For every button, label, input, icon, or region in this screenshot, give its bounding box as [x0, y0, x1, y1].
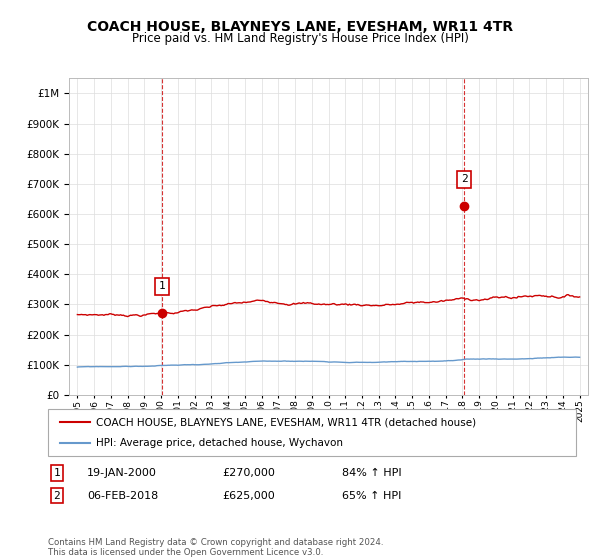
Text: Contains HM Land Registry data © Crown copyright and database right 2024.
This d: Contains HM Land Registry data © Crown c…	[48, 538, 383, 557]
Text: COACH HOUSE, BLAYNEYS LANE, EVESHAM, WR11 4TR (detached house): COACH HOUSE, BLAYNEYS LANE, EVESHAM, WR1…	[96, 417, 476, 427]
Text: 1: 1	[53, 468, 61, 478]
Text: 1: 1	[158, 281, 165, 291]
Text: 06-FEB-2018: 06-FEB-2018	[87, 491, 158, 501]
Text: £625,000: £625,000	[222, 491, 275, 501]
Text: 84% ↑ HPI: 84% ↑ HPI	[342, 468, 401, 478]
Text: £270,000: £270,000	[222, 468, 275, 478]
Text: COACH HOUSE, BLAYNEYS LANE, EVESHAM, WR11 4TR: COACH HOUSE, BLAYNEYS LANE, EVESHAM, WR1…	[87, 20, 513, 34]
Text: Price paid vs. HM Land Registry's House Price Index (HPI): Price paid vs. HM Land Registry's House …	[131, 32, 469, 45]
Text: 19-JAN-2000: 19-JAN-2000	[87, 468, 157, 478]
Text: 2: 2	[53, 491, 61, 501]
Text: HPI: Average price, detached house, Wychavon: HPI: Average price, detached house, Wych…	[96, 438, 343, 448]
Text: 65% ↑ HPI: 65% ↑ HPI	[342, 491, 401, 501]
Text: 2: 2	[461, 174, 467, 184]
